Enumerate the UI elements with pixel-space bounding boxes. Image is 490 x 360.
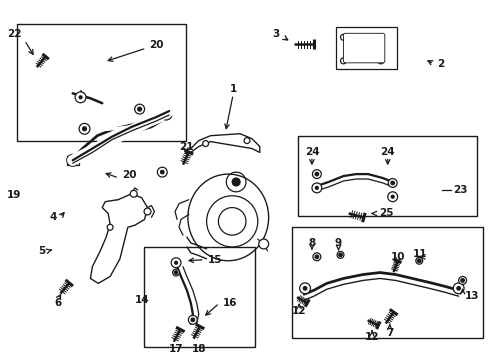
Bar [298,136,477,216]
Circle shape [259,239,269,249]
Circle shape [82,127,86,131]
Circle shape [191,318,195,321]
Circle shape [316,186,318,189]
Circle shape [303,287,307,290]
Text: 11: 11 [413,249,427,259]
Circle shape [174,261,177,264]
Circle shape [75,92,86,103]
Circle shape [107,224,113,230]
Circle shape [300,283,311,294]
Circle shape [416,257,423,264]
Circle shape [378,58,384,64]
Circle shape [453,283,464,294]
Text: 16: 16 [222,298,237,308]
Text: 9: 9 [335,238,342,248]
Text: 24: 24 [380,148,395,157]
Circle shape [188,315,197,324]
Text: 20: 20 [122,170,136,180]
Circle shape [144,208,151,215]
Circle shape [67,154,78,166]
Text: 15: 15 [208,255,222,265]
Circle shape [339,253,343,257]
Circle shape [337,251,344,258]
Text: 7: 7 [386,328,393,338]
Circle shape [232,178,240,186]
Circle shape [315,172,318,176]
Text: 25: 25 [379,208,393,219]
Bar [17,24,186,141]
Text: 5: 5 [38,246,45,256]
Circle shape [135,104,145,114]
Circle shape [138,107,142,111]
Circle shape [165,113,168,116]
Text: 4: 4 [49,212,57,222]
Circle shape [417,259,421,262]
Circle shape [313,170,321,179]
Text: 3: 3 [272,29,279,39]
Circle shape [79,96,82,99]
Text: 18: 18 [192,345,206,354]
Circle shape [459,276,466,284]
Text: 17: 17 [169,345,183,354]
Circle shape [160,108,172,120]
Text: 21: 21 [179,141,193,152]
Text: 24: 24 [305,148,319,157]
Circle shape [312,183,322,193]
Circle shape [341,34,346,40]
Circle shape [130,190,137,197]
Text: 1: 1 [229,84,237,94]
Bar [292,227,483,338]
Bar [144,247,255,347]
Circle shape [313,253,321,261]
Circle shape [244,138,250,144]
Text: 13: 13 [465,291,479,301]
Circle shape [79,123,90,134]
FancyBboxPatch shape [336,27,396,69]
Circle shape [315,255,318,258]
Circle shape [174,271,178,274]
Text: 10: 10 [391,252,405,262]
Text: 23: 23 [453,185,467,195]
Text: 14: 14 [135,295,149,305]
Text: 22: 22 [7,29,22,39]
Circle shape [157,167,167,177]
Text: 12: 12 [292,306,306,316]
Circle shape [71,159,74,162]
Text: 20: 20 [149,40,164,50]
Circle shape [457,287,461,290]
FancyBboxPatch shape [343,33,385,63]
Text: 12: 12 [365,332,379,342]
Circle shape [341,58,346,64]
Text: 2: 2 [437,59,444,69]
Text: 19: 19 [7,190,22,200]
Circle shape [388,192,397,202]
Circle shape [378,34,384,40]
Text: 6: 6 [54,298,62,308]
Circle shape [391,181,394,185]
Circle shape [172,269,179,276]
Circle shape [388,179,397,188]
Circle shape [203,141,209,147]
Circle shape [171,258,181,267]
Circle shape [461,279,465,282]
Text: 8: 8 [308,238,316,248]
Circle shape [391,195,394,198]
Circle shape [161,170,164,174]
